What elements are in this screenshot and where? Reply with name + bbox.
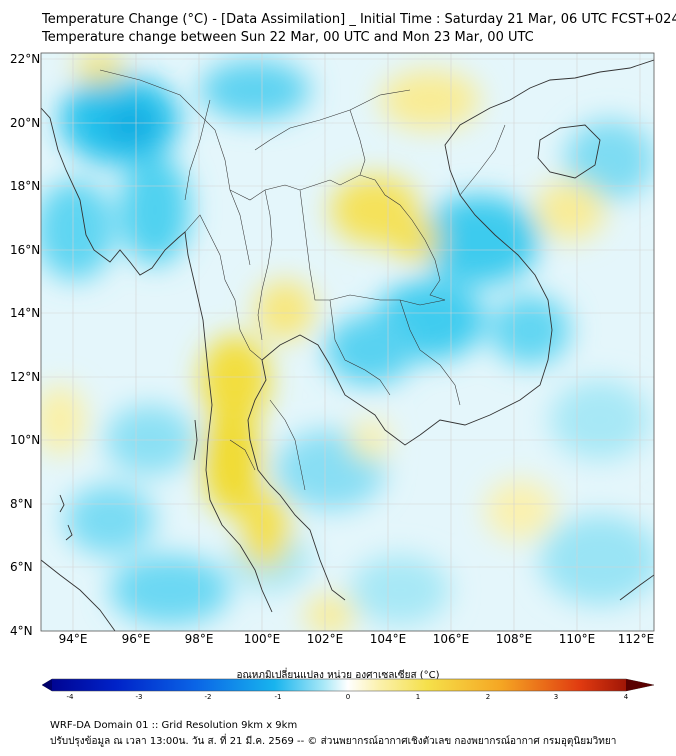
- lat-label: 10°N: [10, 433, 41, 447]
- colorbar-tick: 3: [553, 693, 559, 701]
- map-title: Temperature Change (°C) - [Data Assimila…: [42, 12, 676, 27]
- borders: [99, 69, 506, 491]
- lat-label: 8°N: [10, 497, 33, 511]
- footer-model-info: WRF-DA Domain 01 :: Grid Resolution 9km …: [50, 720, 298, 731]
- colorbar-title: อุณหภูมิเปลี่ยนแปลง หน่วย องศาเซลเซียส (…: [236, 670, 440, 681]
- lat-label: 14°N: [10, 306, 41, 320]
- colorbar-tick: 0: [345, 693, 351, 701]
- lon-label: 112°E: [617, 632, 655, 646]
- colorbar-tick: 1: [415, 693, 421, 701]
- lon-label: 100°E: [243, 632, 281, 646]
- colorbar-tick: 2: [485, 693, 491, 701]
- lon-label: 96°E: [121, 632, 151, 646]
- lon-label: 102°E: [306, 632, 344, 646]
- lon-label: 94°E: [58, 632, 88, 646]
- colorbar-tick: -2: [204, 693, 212, 701]
- lon-label: 110°E: [558, 632, 596, 646]
- temperature-change-map: [40, 52, 655, 632]
- colorbar: [41, 678, 655, 692]
- lon-label: 106°E: [432, 632, 470, 646]
- map-subtitle: Temperature change between Sun 22 Mar, 0…: [42, 30, 534, 45]
- lat-label: 18°N: [10, 179, 41, 193]
- lat-label: 22°N: [10, 52, 41, 66]
- lat-label: 6°N: [10, 560, 33, 574]
- lat-label: 16°N: [10, 243, 41, 257]
- lat-label: 4°N: [10, 624, 33, 638]
- graticule: [41, 53, 654, 631]
- lon-label: 108°E: [495, 632, 533, 646]
- lat-label: 20°N: [10, 116, 41, 130]
- coastlines: [41, 59, 654, 631]
- colorbar-tick: -1: [274, 693, 282, 701]
- lon-label: 104°E: [369, 632, 407, 646]
- lat-label: 12°N: [10, 370, 41, 384]
- lon-label: 98°E: [184, 632, 214, 646]
- colorbar-tick: -3: [135, 693, 143, 701]
- colorbar-tick: -4: [66, 693, 74, 701]
- temperature-field: [41, 53, 654, 631]
- colorbar-tick: 4: [623, 693, 629, 701]
- footer-credit: ปรับปรุงข้อมูล ณ เวลา 13:00น. วัน ส. ที่…: [50, 736, 617, 747]
